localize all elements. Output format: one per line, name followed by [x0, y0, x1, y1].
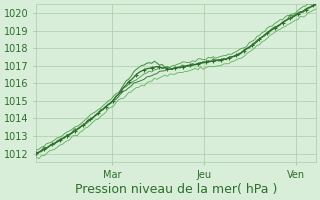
X-axis label: Pression niveau de la mer( hPa ): Pression niveau de la mer( hPa ): [75, 183, 277, 196]
